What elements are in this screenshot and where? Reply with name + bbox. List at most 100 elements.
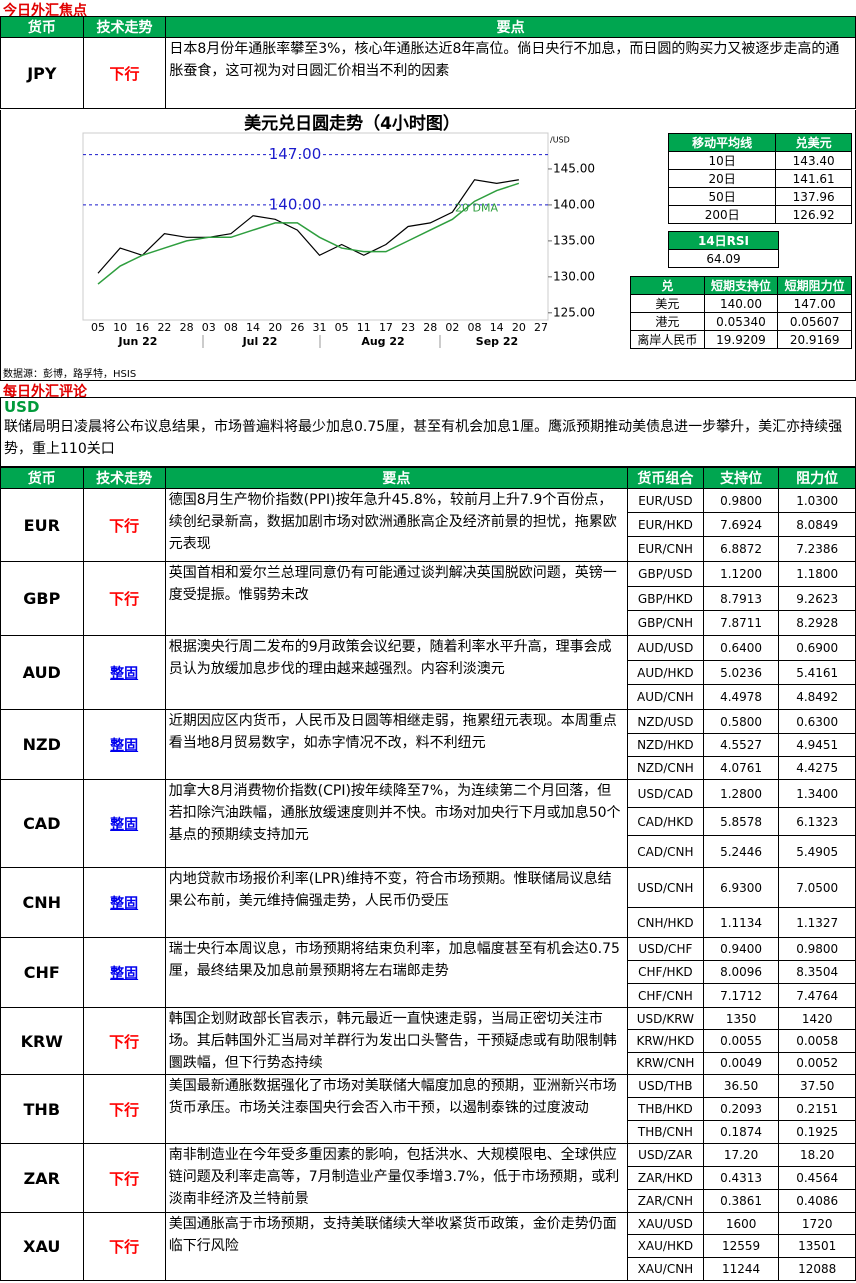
header-cell: 兑 <box>630 276 705 295</box>
x-tick-label: 17 <box>379 321 393 334</box>
x-tick-label: 10 <box>113 321 127 334</box>
pair-cell: 1.3400 <box>778 779 856 808</box>
x-tick-label: 11 <box>357 321 371 334</box>
pair-cell: 11244 <box>702 1257 780 1281</box>
series-line <box>97 179 519 274</box>
x-tick-label: 05 <box>91 321 105 334</box>
x-tick-label: 27 <box>534 321 548 334</box>
pair-cell: KRW/CNH <box>626 1051 704 1076</box>
pair-cell: 4.4275 <box>778 756 856 780</box>
pair-cell: AUD/USD <box>626 635 704 661</box>
trend: 下行 <box>82 1143 166 1213</box>
x-tick-label: 05 <box>335 321 349 334</box>
pair-cell: THB/CNH <box>626 1120 704 1144</box>
cell: 美元 <box>630 294 705 313</box>
usd-text: 联储局明日凌晨将公布议息结果，市场普遍料将最少加息0.75厘，甚至有机会加息1厘… <box>4 419 843 457</box>
pair-cell: 1.1134 <box>702 907 780 938</box>
pair-cell: THB/HKD <box>626 1097 704 1121</box>
pair-cell: 4.0761 <box>702 756 780 780</box>
pair-cell: 0.4313 <box>702 1166 780 1190</box>
header-cell: 短期阻力位 <box>777 276 852 295</box>
currency: ZAR <box>0 1143 84 1213</box>
pair-cell: NZD/CNH <box>626 756 704 780</box>
rsi-label: 14日RSI <box>668 231 779 250</box>
pair-cell: 7.2386 <box>778 536 856 562</box>
row: 20日 141.61 <box>667 169 852 188</box>
chart-title: 美元兑日圆走势（4小时图） <box>244 113 460 134</box>
x-tick-label: 22 <box>157 321 171 334</box>
pair-cell: 1.0300 <box>778 488 856 513</box>
row: KRW 下行 韩国企划财政部长官表示，韩元最近一直快速走弱，当局正密切关注市场。其后… <box>0 1006 856 1075</box>
pair-cell: 5.0236 <box>702 660 780 685</box>
header-cell: 货币 <box>0 16 84 38</box>
pair-cell: 4.4978 <box>702 684 780 710</box>
section-title: 每日外汇评论 <box>3 384 87 400</box>
pair-cell: 1.1200 <box>702 561 780 587</box>
x-tick-label: 08 <box>468 321 482 334</box>
currency: EUR <box>0 488 84 562</box>
currency: AUD <box>0 635 84 710</box>
row: AUD 整固 根据澳央行周二发布的9月政策会议纪要，随着利率水平升高，理事会成员认为… <box>0 635 856 710</box>
row: NZD/CNH 4.0761 4.4275 <box>1 756 856 780</box>
pair-cell: GBP/HKD <box>626 586 704 611</box>
header-row: 兑短期支持位 短期阻力位 <box>630 276 852 295</box>
pair-cell: 1.1327 <box>778 907 856 938</box>
month-label: Jun 22 <box>118 335 158 348</box>
pair-cell: 0.1925 <box>778 1120 856 1144</box>
usd-label: USD <box>4 398 40 416</box>
row: THB 下行 美国最新通胀数据强化了市场对美联储大幅度加息的预期，亚洲新兴市场货币承… <box>0 1074 856 1144</box>
section-title: 今日外汇焦点 <box>3 3 87 19</box>
pair-cell: CAD/HKD <box>626 807 704 836</box>
pair-cell: 9.2623 <box>778 586 856 611</box>
pair-cell: AUD/HKD <box>626 660 704 685</box>
rsi-table: 14日RSI 64.09 <box>668 231 779 268</box>
pair-cell: 1600 <box>702 1212 780 1235</box>
pair-cell: 1420 <box>778 1006 856 1031</box>
cell: 126.92 <box>775 205 852 224</box>
pair-cell: 4.9451 <box>778 733 856 757</box>
cell: 140.00 <box>703 294 779 313</box>
row: 50日 137.96 <box>667 187 852 206</box>
row: GBP 下行 英国首相和爱尔兰总理同意仍有可能通过谈判解决英国脱欧问题，英镑一度受提… <box>0 561 856 636</box>
trend: 整固 <box>82 867 166 938</box>
currency: CAD <box>0 779 84 868</box>
currency: JPY <box>0 37 84 109</box>
header-cell: 技术走势 <box>82 16 167 38</box>
header-cell: 支持位 <box>702 467 780 489</box>
pair-cell: 8.0096 <box>702 960 780 984</box>
row: 美元 140.00 147.00 <box>630 294 852 313</box>
x-tick-label: 20 <box>512 321 526 334</box>
pair-cell: 8.7913 <box>702 586 780 611</box>
row: ZAR 下行 南非制造业在今年受多重因素的影响，包括洪水、大规模限电、全球供应链问题… <box>0 1143 856 1213</box>
cell: 137.96 <box>775 187 852 206</box>
row: CAD 整固 加拿大8月消费物价指数(CPI)按年续降至7%，为连续第二个月回落，但… <box>0 779 856 868</box>
x-tick-label: 23 <box>401 321 415 334</box>
series-line <box>97 182 520 285</box>
pair-cell: 0.5800 <box>702 709 780 734</box>
pair-cell: EUR/CNH <box>626 536 704 562</box>
x-tick-label: 20 <box>268 321 282 334</box>
pair-cell: USD/ZAR <box>626 1143 704 1167</box>
pair-cell: CAD/CNH <box>626 835 704 868</box>
x-tick-label: 31 <box>313 321 327 334</box>
pair-cell: ZAR/HKD <box>626 1166 704 1190</box>
row: XAU/HKD 12559 13501 <box>1 1234 856 1258</box>
row: 离岸人民币 19.9209 20.9169 <box>630 330 852 349</box>
pair-cell: EUR/USD <box>626 488 704 513</box>
pair-cell: 4.5527 <box>702 733 780 757</box>
currency: CHF <box>0 937 84 1008</box>
header-cell: 技术走势 <box>82 467 166 489</box>
pair-cell: 1720 <box>778 1212 856 1235</box>
cell: 20日 <box>667 169 777 188</box>
pair-cell: 0.2093 <box>702 1097 780 1121</box>
pair-cell: USD/CHF <box>626 937 704 961</box>
pair-cell: 8.3504 <box>778 960 856 984</box>
pair-cell: XAU/HKD <box>626 1234 704 1258</box>
month-label: Aug 22 <box>361 335 404 348</box>
cell: 20.9169 <box>777 330 852 349</box>
pair-cell: 5.2446 <box>702 835 780 868</box>
pair-cell: 0.1874 <box>702 1120 780 1144</box>
reference-label: 140.00 <box>269 195 322 213</box>
pair-cell: 0.6900 <box>778 635 856 661</box>
